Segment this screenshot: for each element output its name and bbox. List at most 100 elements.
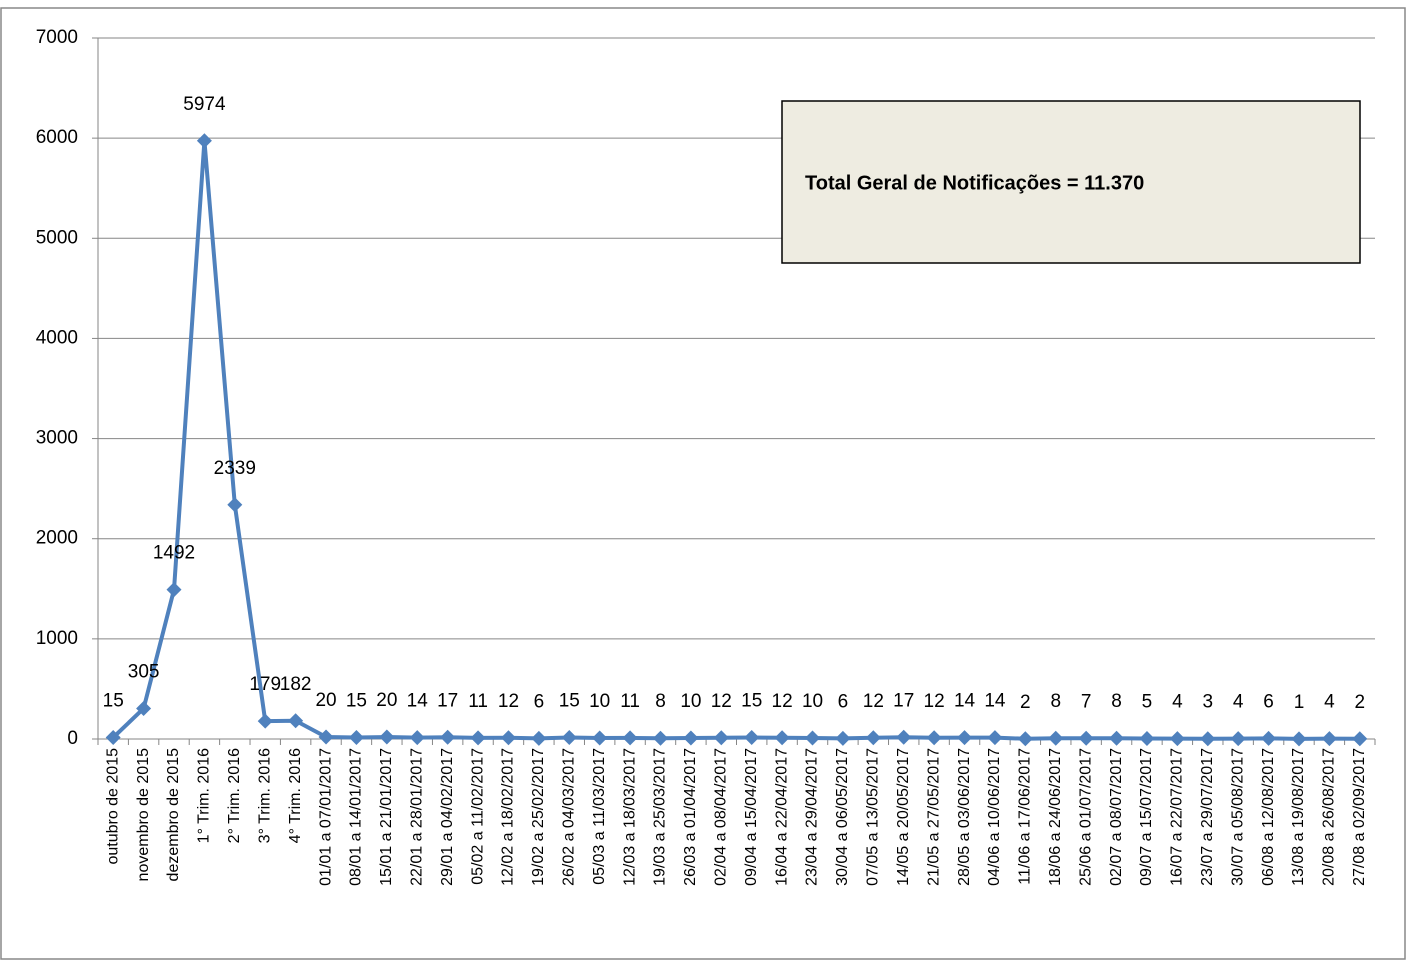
data-label: 4 — [1324, 692, 1335, 713]
marker — [1169, 731, 1185, 747]
x-tick-label: 09/07 a 15/07/2017 — [1138, 748, 1155, 886]
x-tick-label: novembro de 2015 — [135, 748, 152, 882]
marker — [1321, 731, 1337, 747]
marker — [1109, 730, 1125, 746]
x-tick-label: 28/05 a 03/06/2017 — [956, 748, 973, 886]
y-tick-label: 6000 — [36, 127, 78, 148]
data-label: 179 — [249, 674, 281, 695]
marker — [257, 713, 273, 729]
x-tick-label: 19/03 a 25/03/2017 — [652, 748, 669, 886]
marker — [166, 582, 182, 598]
data-label: 2339 — [214, 458, 256, 479]
marker — [1048, 730, 1064, 746]
x-tick-label: 16/07 a 22/07/2017 — [1169, 748, 1186, 886]
x-tick-label: 30/04 a 06/05/2017 — [834, 748, 851, 886]
data-label: 15 — [346, 691, 367, 712]
marker — [440, 729, 456, 745]
x-tick-label: 11/06 a 17/06/2017 — [1017, 748, 1034, 885]
data-label: 12 — [498, 691, 519, 712]
data-label: 11 — [468, 691, 488, 712]
x-tick-label: 18/06 a 24/06/2017 — [1047, 748, 1064, 886]
annotation-box — [781, 100, 1361, 264]
data-label: 10 — [589, 691, 610, 712]
x-tick-label: 29/01 a 04/02/2017 — [439, 748, 456, 886]
annotation: Total Geral de Notificações = 11.370 — [805, 172, 1144, 194]
data-label: 2 — [1355, 692, 1366, 713]
marker — [1017, 731, 1033, 747]
x-tick-label: 06/08 a 12/08/2017 — [1260, 748, 1277, 886]
x-tick-label: 27/08 a 02/09/2017 — [1351, 748, 1368, 886]
marker — [926, 730, 942, 746]
x-tick-label: 07/05 a 13/05/2017 — [865, 748, 882, 886]
y-tick-label: 2000 — [36, 528, 78, 549]
y-tick-label: 3000 — [36, 428, 78, 449]
marker — [1200, 731, 1216, 747]
data-label: 1 — [1294, 692, 1305, 713]
data-label: 17 — [893, 690, 914, 711]
marker — [470, 730, 486, 746]
data-label: 14 — [954, 691, 976, 712]
data-label: 8 — [1050, 691, 1061, 712]
marker — [1261, 730, 1277, 746]
marker — [500, 730, 516, 746]
marker — [835, 730, 851, 746]
data-label: 11 — [620, 691, 640, 712]
x-tick-label: 08/01 a 14/01/2017 — [348, 748, 365, 886]
marker — [136, 700, 152, 716]
marker — [288, 713, 304, 729]
x-tick-label: 12/02 a 18/02/2017 — [500, 748, 517, 886]
x-tick-label: 3° Trim. 2016 — [256, 748, 273, 843]
data-label: 14 — [984, 691, 1006, 712]
x-tick-label: 02/07 a 08/07/2017 — [1108, 748, 1125, 886]
data-label: 7 — [1081, 691, 1092, 712]
data-label: 6 — [534, 691, 545, 712]
marker — [652, 730, 668, 746]
x-tick-label: 01/01 a 07/01/2017 — [317, 748, 334, 886]
data-label: 17 — [437, 690, 458, 711]
y-tick-label: 7000 — [36, 27, 78, 48]
marker — [379, 729, 395, 745]
data-label: 12 — [711, 691, 732, 712]
marker — [1078, 730, 1094, 746]
x-tick-label: 2° Trim. 2016 — [226, 748, 243, 843]
data-label: 15 — [103, 691, 124, 712]
x-tick-label: 26/03 a 01/04/2017 — [682, 748, 699, 886]
data-label: 14 — [407, 691, 429, 712]
marker — [318, 729, 334, 745]
data-label: 12 — [772, 691, 793, 712]
data-label: 12 — [863, 691, 884, 712]
x-tick-label: 19/02 a 25/02/2017 — [530, 748, 547, 886]
marker — [774, 730, 790, 746]
marker — [348, 729, 364, 745]
data-label: 3 — [1202, 692, 1213, 713]
y-tick-label: 0 — [67, 728, 78, 749]
marker — [1352, 731, 1368, 747]
x-tick-label: 23/04 a 29/04/2017 — [804, 748, 821, 886]
y-tick-label: 4000 — [36, 327, 78, 348]
x-tick-label: 22/01 a 28/01/2017 — [408, 748, 425, 886]
data-label: 4 — [1172, 692, 1183, 713]
x-tick-label: 02/04 a 08/04/2017 — [713, 748, 730, 886]
x-tick-label: 21/05 a 27/05/2017 — [925, 748, 942, 886]
x-tick-label: 26/02 a 04/03/2017 — [560, 748, 577, 886]
data-label: 10 — [802, 691, 823, 712]
x-tick-label: 12/03 a 18/03/2017 — [621, 748, 638, 886]
data-label: 6 — [1263, 691, 1274, 712]
data-label: 5 — [1142, 692, 1153, 713]
marker — [409, 730, 425, 746]
x-tick-label: 25/06 a 01/07/2017 — [1077, 748, 1094, 886]
x-tick-label: dezembro de 2015 — [165, 748, 182, 882]
marker — [683, 730, 699, 746]
marker — [561, 729, 577, 745]
data-label: 15 — [559, 691, 580, 712]
data-label: 1492 — [153, 543, 195, 564]
marker — [713, 730, 729, 746]
data-label: 8 — [1111, 691, 1122, 712]
data-label: 5974 — [183, 94, 226, 115]
x-tick-label: 05/02 a 11/02/2017 — [469, 748, 486, 885]
data-label: 2 — [1020, 692, 1031, 713]
x-tick-label: 14/05 a 20/05/2017 — [895, 748, 912, 886]
marker — [896, 729, 912, 745]
x-tick-label: outubro de 2015 — [104, 748, 121, 865]
